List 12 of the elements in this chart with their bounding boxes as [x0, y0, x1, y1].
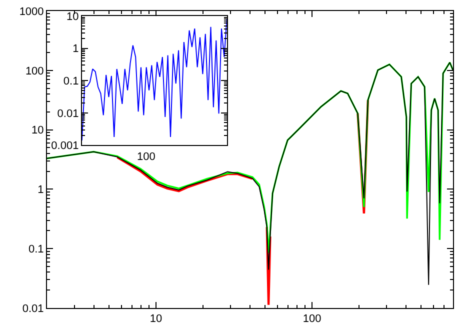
y-tick-label: 0.001 [51, 140, 79, 152]
y-tick-label: 1 [72, 43, 79, 56]
y-tick-label: 0.1 [28, 243, 44, 256]
y-tick-label: 0.01 [22, 302, 44, 315]
annotation: 100 [137, 151, 156, 163]
y-tick-label: 0.01 [57, 108, 79, 120]
y-tick-label: 1000 [19, 6, 44, 18]
y-tick-label: 10 [66, 10, 79, 23]
y-tick-label: 10 [32, 124, 44, 137]
y-tick-label: 0.1 [63, 76, 79, 88]
y-tick-label: 100 [25, 65, 44, 78]
y-tick-label: 1 [38, 184, 44, 196]
